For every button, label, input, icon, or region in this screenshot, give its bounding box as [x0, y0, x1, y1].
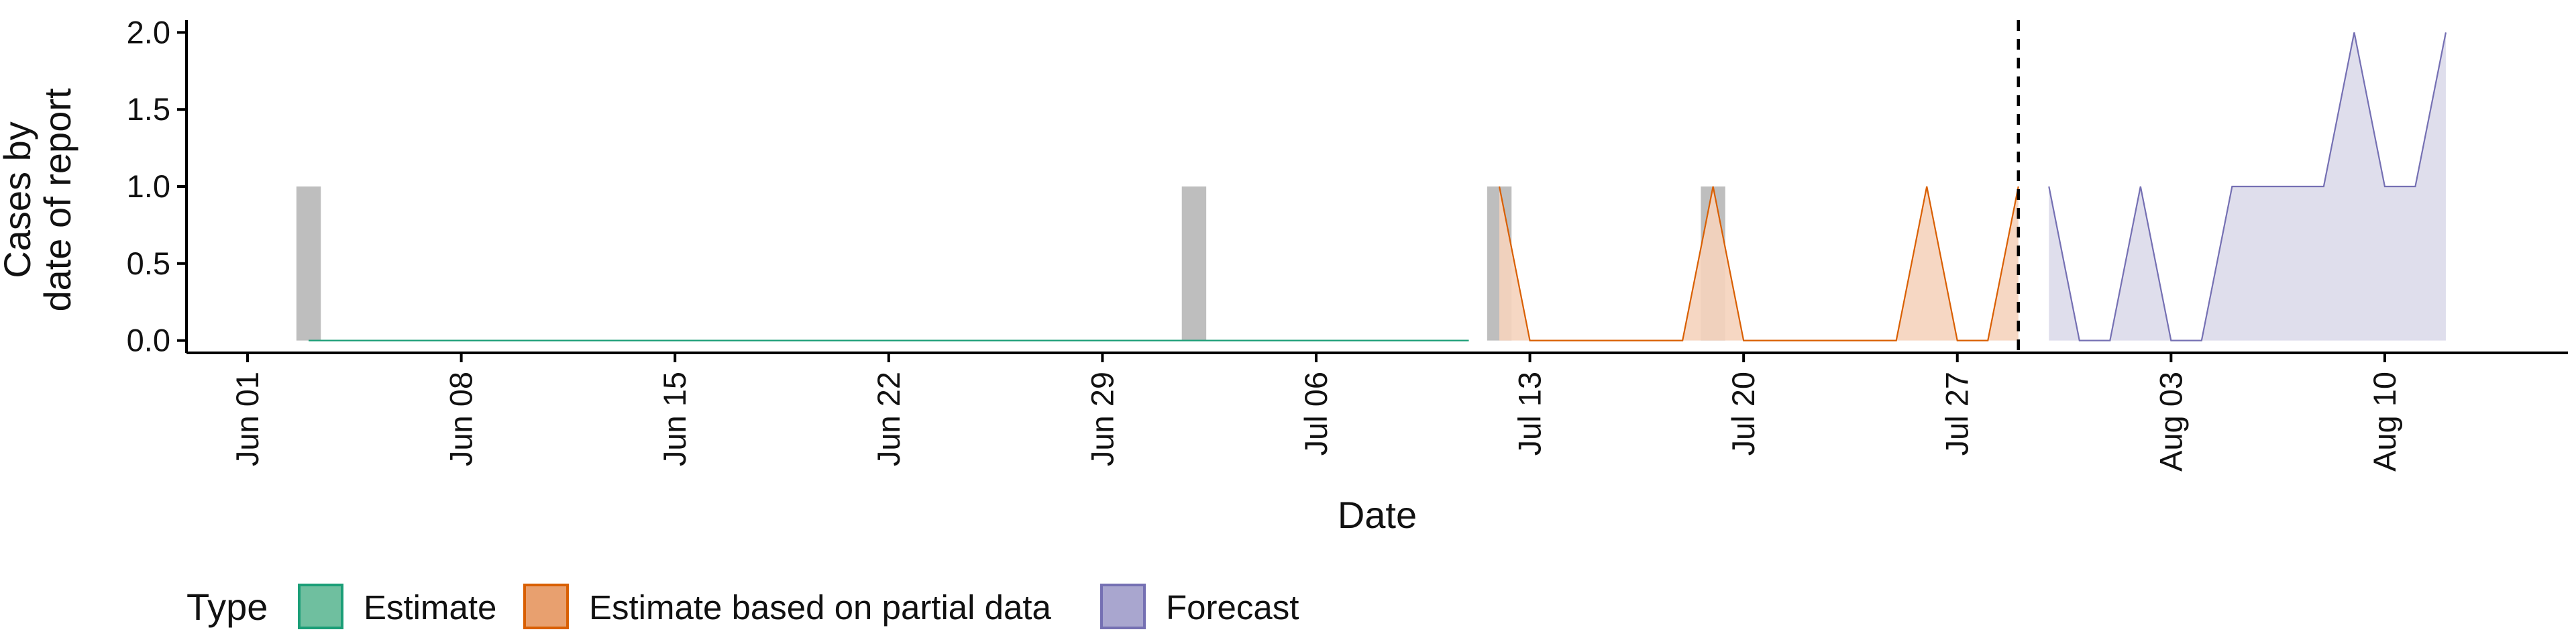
- x-tick-label-3: Jun 15: [657, 372, 692, 466]
- legend-title: Type: [186, 586, 268, 628]
- y-axis-title-line-2: date of report: [36, 88, 78, 312]
- y-tick-label-3: 1.0: [127, 168, 170, 204]
- y-tick-label-1: 0.0: [127, 323, 170, 358]
- x-tick-label-11: Aug 10: [2367, 372, 2402, 472]
- x-axis-title: Date: [1338, 494, 1417, 536]
- legend-label-2: Estimate based on partial data: [589, 588, 1052, 627]
- x-tick-label-10: Aug 03: [2153, 372, 2188, 472]
- x-tick-label-8: Jul 20: [1725, 372, 1761, 455]
- series-line-3: [2048, 32, 2447, 341]
- legend-label-3: Forecast: [1166, 588, 1299, 627]
- y-tick-label-5: 2.0: [127, 14, 170, 50]
- series-line-2: [1498, 186, 2019, 341]
- series-area-2: [1499, 186, 2019, 341]
- observed-bar-2: [1181, 186, 1207, 341]
- y-axis-title-line-1: Cases by: [0, 121, 38, 278]
- x-tick-label-5: Jun 29: [1084, 372, 1120, 466]
- x-tick-label-7: Jul 13: [1512, 372, 1548, 455]
- x-tick-label-1: Jun 01: [229, 372, 265, 466]
- x-tick-label-6: Jul 06: [1298, 372, 1334, 455]
- axes-layer: 0.0 0.5 1.0 1.5 2.0 Jun 01 Jun 08 Jun 15 Jun 22 J…: [0, 14, 2568, 536]
- legend-key-2: [523, 584, 569, 629]
- legend-key-1: [298, 584, 343, 629]
- legend-key-3: [1100, 584, 1146, 629]
- y-tick-label-4: 1.5: [127, 91, 170, 127]
- x-tick-label-2: Jun 08: [443, 372, 479, 466]
- x-tick-label-9: Jul 27: [1939, 372, 1975, 455]
- y-tick-label-2: 0.5: [127, 246, 170, 281]
- legend-label-1: Estimate: [364, 588, 496, 627]
- y-axis-title: Cases bydate of report: [0, 88, 78, 312]
- legend: Type Estimate Estimate based on partial da…: [186, 584, 1299, 629]
- series-layer: [309, 32, 2447, 341]
- observed-bar-1: [296, 186, 321, 341]
- x-tick-label-4: Jun 22: [871, 372, 906, 466]
